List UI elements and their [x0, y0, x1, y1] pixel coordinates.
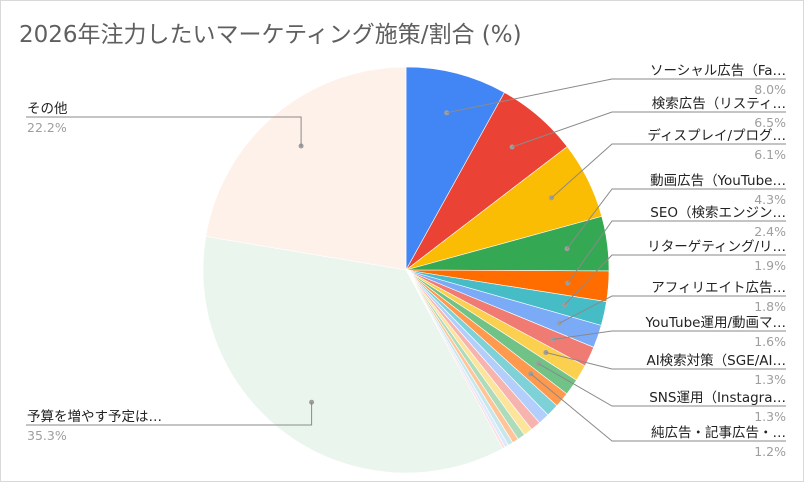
- leader-line: [551, 143, 786, 199]
- leader-line: [566, 188, 786, 250]
- slice-percent: 1.8%: [754, 299, 786, 314]
- pie-slice: [202, 236, 504, 474]
- slice-label: SEO（検索エンジン…: [650, 205, 786, 221]
- slice-percent: 1.2%: [754, 444, 786, 459]
- leader-line: [545, 352, 786, 370]
- slice-label: AI検索対策（SGE/AI…: [646, 352, 786, 369]
- pie-slice: [405, 66, 505, 272]
- slice-label: アフィリエイト広告…: [651, 280, 786, 296]
- slice-percent: 35.3%: [27, 428, 67, 443]
- pie-slice: [205, 66, 407, 271]
- slice-percent: 1.9%: [754, 258, 786, 273]
- leader-line: [511, 111, 786, 148]
- leader-line: [559, 295, 786, 324]
- slice-percent: 1.3%: [754, 372, 786, 387]
- leader-line: [567, 220, 786, 284]
- slice-label: 純広告・記事広告・…: [651, 424, 786, 441]
- slice-label: 予算を増やす予定は…: [27, 409, 162, 425]
- slice-percent: 22.2%: [27, 120, 67, 135]
- slice-label: SNS運用（Instagra…: [649, 390, 786, 406]
- leader-line: [26, 402, 313, 426]
- slice-percent: 4.3%: [754, 192, 786, 207]
- slice-label: ディスプレイ/プログ…: [647, 127, 786, 144]
- slice-percent: 1.6%: [754, 334, 786, 349]
- slice-percent: 8.0%: [754, 82, 786, 97]
- leader-line: [446, 78, 786, 114]
- slice-percent: 1.3%: [754, 409, 786, 424]
- leader-line: [564, 254, 786, 306]
- slice-label: 動画広告（YouTube…: [650, 173, 786, 189]
- slice-label: YouTube運用/動画マ…: [645, 315, 786, 331]
- slice-label: リターゲティング/リ…: [647, 239, 786, 255]
- leader-line: [530, 373, 786, 442]
- slice-label: その他: [27, 101, 68, 117]
- leader-line: [26, 116, 302, 146]
- slice-percent: 6.5%: [754, 115, 786, 130]
- chart-title: 2026年注力したいマーケティング施策/割合 (%): [19, 22, 522, 48]
- slice-percent: 6.1%: [754, 147, 786, 162]
- leader-dot: [509, 144, 515, 150]
- leader-line: [538, 363, 786, 407]
- leader-line: [552, 330, 786, 340]
- slice-labels: ソーシャル広告（Fa… 8.0%検索広告（リスティ… 6.5%ディスプレイ/プログ……: [26, 63, 786, 459]
- pie-slices: [202, 66, 610, 474]
- slice-label: ソーシャル広告（Fa…: [650, 63, 786, 79]
- slice-percent: 2.4%: [754, 224, 786, 239]
- slice-label: 検索広告（リスティ…: [652, 96, 786, 112]
